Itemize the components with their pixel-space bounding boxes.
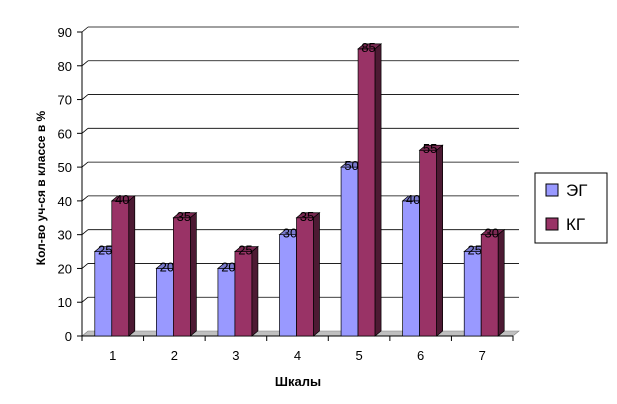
data-label-kg-1: 40 <box>115 192 129 207</box>
bar-side <box>497 228 505 337</box>
bar-kg-4 <box>295 212 321 337</box>
bar-front <box>419 149 437 337</box>
x-tick-label: 1 <box>109 348 116 363</box>
data-label-kg-4: 35 <box>300 209 314 224</box>
y-tick-label: 60 <box>58 126 72 141</box>
y-tick-label: 50 <box>58 160 72 175</box>
gridline-diagonal <box>81 263 89 269</box>
data-label-eg-6: 40 <box>406 192 420 207</box>
y-tick-label: 70 <box>58 93 72 108</box>
bar-front <box>296 217 314 337</box>
x-tick-label: 3 <box>232 348 239 363</box>
bar-front <box>156 268 174 337</box>
y-tick-label: 20 <box>58 261 72 276</box>
bar-side <box>190 212 197 337</box>
bar-front <box>234 251 253 337</box>
bar-front <box>173 217 191 337</box>
data-label-eg-2: 20 <box>160 259 174 274</box>
gridline-diagonal <box>81 229 89 235</box>
data-label-eg-7: 25 <box>467 243 481 258</box>
gridline-diagonal <box>81 296 89 303</box>
x-tick-label: 2 <box>171 348 178 363</box>
bars <box>93 43 506 337</box>
gridline-diagonal <box>81 195 89 202</box>
bar-side <box>436 144 443 337</box>
data-label-eg-5: 50 <box>344 158 358 173</box>
y-tick-label: 90 <box>58 25 72 40</box>
gridline-diagonal <box>81 60 89 67</box>
x-tick-label: 7 <box>479 348 486 363</box>
bar-front <box>402 200 420 337</box>
y-axis-title: Кол-во уч-ся в классе в % <box>34 110 48 265</box>
legend-label-eg: ЭГ <box>566 181 587 200</box>
data-label-kg-7: 30 <box>484 226 498 241</box>
bar-front <box>94 251 113 337</box>
bar-front <box>480 234 499 337</box>
x-tick-label: 4 <box>294 348 301 363</box>
bar-front <box>279 234 297 337</box>
legend-swatch-eg <box>545 183 559 197</box>
bar-side <box>313 212 320 337</box>
gridline-diagonal <box>81 161 89 168</box>
data-label-eg-3: 20 <box>221 259 235 274</box>
legend-swatch-kg <box>545 217 559 231</box>
gridline-diagonal <box>81 26 89 33</box>
data-label-kg-5: 85 <box>361 40 375 55</box>
x-axis: 1 2 3 4 5 6 7 <box>81 335 514 363</box>
bar-kg-7 <box>480 228 506 337</box>
bar-kg-1 <box>110 195 136 337</box>
y-tick-label: 10 <box>58 295 72 310</box>
gridline-diagonal <box>81 128 89 134</box>
data-label-eg-4: 30 <box>283 226 297 241</box>
bar-kg-5 <box>357 43 383 337</box>
legend: ЭГ КГ <box>534 172 608 244</box>
data-label-kg-3: 25 <box>238 243 252 258</box>
bar-side <box>128 195 136 337</box>
bar-kg-2 <box>172 212 198 337</box>
legend-label-kg: КГ <box>566 215 585 234</box>
bar-front <box>217 268 236 337</box>
bar-kg-6 <box>418 144 444 337</box>
gridline-diagonal <box>81 94 89 100</box>
y-tick-label: 80 <box>58 59 72 74</box>
bar-front <box>463 251 482 337</box>
data-label-kg-6: 55 <box>423 141 437 156</box>
y-axis: 0 10 20 30 40 50 60 70 80 90 <box>58 25 83 344</box>
bar-side <box>251 245 259 337</box>
data-label-kg-2: 35 <box>177 209 191 224</box>
bar-kg-3 <box>233 245 259 337</box>
y-tick-label: 30 <box>58 228 72 243</box>
bar-front <box>111 200 130 337</box>
y-tick-label: 0 <box>65 329 72 344</box>
x-tick-label: 6 <box>417 348 424 363</box>
bar-front <box>357 48 376 337</box>
data-label-eg-1: 25 <box>98 243 112 258</box>
x-tick-label: 5 <box>355 348 362 363</box>
bar-front <box>340 166 359 337</box>
x-axis-title: Шкалы <box>275 374 321 389</box>
y-tick-label: 40 <box>58 194 72 209</box>
bar-side <box>374 43 382 337</box>
